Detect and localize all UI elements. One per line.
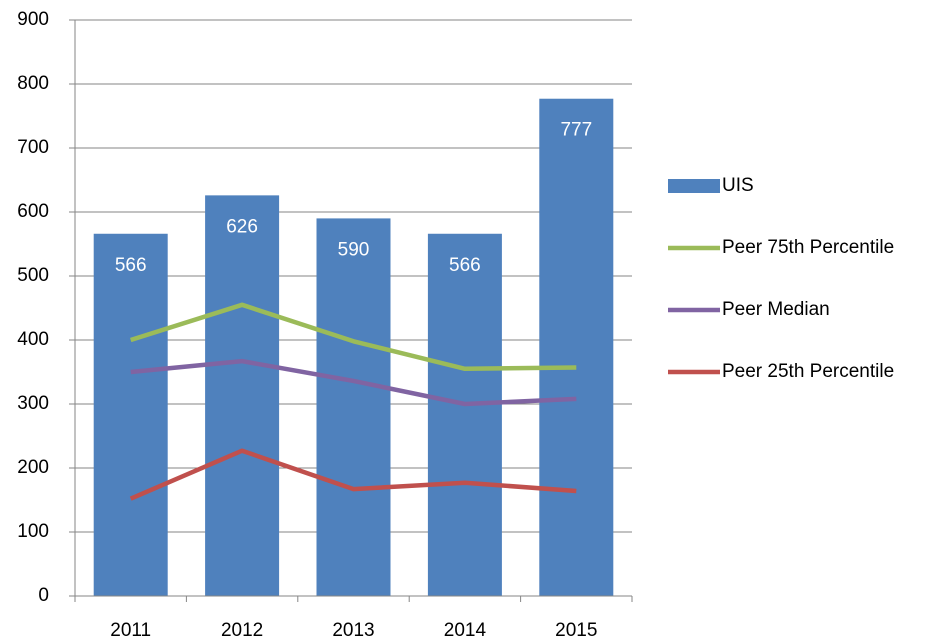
x-tick-label: 2015	[555, 620, 597, 641]
x-tick-label: 2011	[110, 620, 151, 641]
y-tick-label: 100	[17, 521, 49, 542]
legend-swatch	[668, 179, 720, 193]
legend-label: Peer 75th Percentile	[722, 237, 894, 258]
y-tick-label: 800	[17, 73, 49, 94]
bar	[427, 233, 502, 596]
bar	[316, 218, 391, 596]
data-label: 566	[449, 255, 481, 276]
y-tick-label: 600	[17, 201, 49, 222]
data-label: 626	[226, 216, 258, 237]
y-tick-label: 500	[17, 265, 49, 286]
line	[130, 302, 577, 372]
x-tick-label: 2013	[332, 620, 374, 641]
data-label: 566	[115, 255, 147, 276]
legend-label: Peer 25th Percentile	[722, 361, 894, 382]
y-tick-label: 400	[17, 329, 49, 350]
data-label: 590	[338, 239, 370, 260]
x-tick-label: 2012	[221, 620, 263, 641]
legend-label: UIS	[722, 175, 754, 196]
data-label: 777	[560, 120, 592, 141]
y-tick-label: 700	[17, 137, 49, 158]
x-tick-label: 2014	[444, 620, 487, 641]
line	[130, 358, 577, 407]
y-tick-label: 300	[17, 393, 49, 414]
line	[129, 448, 577, 501]
y-tick-label: 200	[17, 457, 49, 478]
bar	[539, 98, 614, 596]
bar	[93, 233, 168, 596]
y-tick-label: 0	[38, 585, 49, 606]
bar	[205, 195, 280, 597]
legend-label: Peer Median	[722, 299, 830, 320]
y-tick-label: 900	[17, 9, 49, 30]
